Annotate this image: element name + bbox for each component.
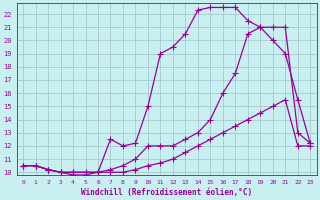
X-axis label: Windchill (Refroidissement éolien,°C): Windchill (Refroidissement éolien,°C) bbox=[81, 188, 252, 197]
